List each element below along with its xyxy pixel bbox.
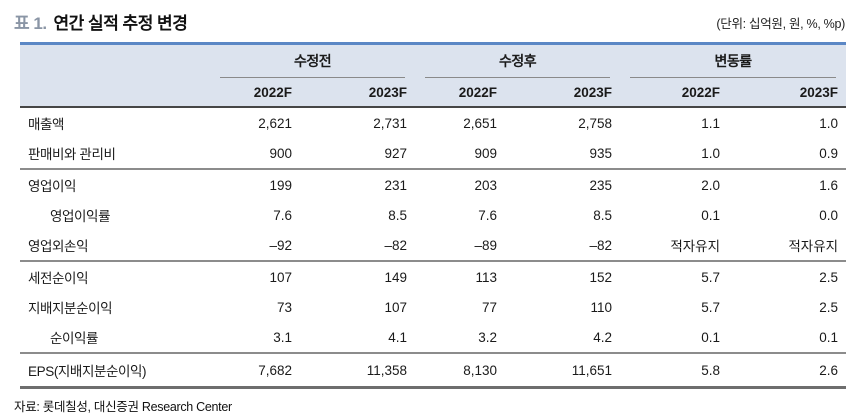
cell-value: 77 bbox=[481, 299, 498, 315]
cell-value: 0.1 bbox=[701, 207, 721, 223]
cell-value: –89 bbox=[474, 237, 498, 253]
empty-corner-cell bbox=[20, 43, 210, 78]
group-header-after-revision: 수정후 bbox=[415, 43, 621, 78]
table-row: EPS(지배지분순이익) 7,682 11,358 8,130 11,651 5.8 2.6 bbox=[20, 352, 847, 388]
cell-value: 2.5 bbox=[728, 260, 847, 292]
cell-value: 3.2 bbox=[478, 329, 498, 345]
cell-value: 152 bbox=[505, 260, 621, 292]
cell-value: –92 bbox=[269, 237, 292, 253]
group-header-change-rate: 변동률 bbox=[620, 43, 847, 78]
table-row: 영업이익률 7.6 8.5 7.6 8.5 0.1 0.0 bbox=[20, 200, 846, 230]
cell-value: 4.1 bbox=[388, 329, 408, 345]
cell-value: 909 bbox=[474, 145, 498, 161]
cell-value: 107 bbox=[210, 260, 300, 292]
source-note: 자료: 롯데칠성, 대신증권 Research Center bbox=[14, 400, 232, 414]
group-header-row: 수정전 수정후 변동률 bbox=[20, 43, 847, 78]
row-label: 영업외손익 bbox=[28, 239, 89, 254]
cell-value: 2,651 bbox=[463, 115, 498, 131]
table-row: 영업이익 199 231 203 235 2.0 1.6 bbox=[20, 168, 847, 200]
cell-value: 1.0 bbox=[819, 115, 839, 131]
table-row: 판매비와 관리비 900 927 909 935 1.0 0.9 bbox=[20, 138, 846, 169]
cell-value: 927 bbox=[384, 145, 408, 161]
year-header: 2022F bbox=[620, 78, 729, 108]
table-title: 표 1. 연간 실적 추정 변경 bbox=[14, 9, 188, 34]
cell-value: 8.5 bbox=[593, 207, 613, 223]
unit-note: (단위: 십억원, 원, %, %p) bbox=[716, 17, 845, 31]
year-header: 2023F bbox=[505, 78, 621, 108]
cell-value: 11,651 bbox=[505, 352, 621, 388]
cell-value: 107 bbox=[384, 299, 408, 315]
cell-value: 199 bbox=[210, 168, 300, 200]
cell-value: 203 bbox=[415, 168, 506, 200]
cell-value: –82 bbox=[384, 237, 408, 253]
table-row: 지배지분순이익 73 107 77 110 5.7 2.5 bbox=[20, 292, 846, 322]
cell-value: 2,758 bbox=[578, 115, 613, 131]
table-number: 표 1. bbox=[14, 14, 47, 33]
group-label: 변동률 bbox=[630, 45, 837, 78]
cell-value: 0.9 bbox=[819, 145, 839, 161]
cell-value: 5.7 bbox=[620, 260, 729, 292]
table-row: 영업외손익 –92 –82 –89 –82 적자유지 적자유지 bbox=[20, 230, 846, 261]
table-row: 순이익률 3.1 4.1 3.2 4.2 0.1 0.1 bbox=[20, 322, 846, 353]
cell-value: 935 bbox=[589, 145, 613, 161]
cell-value: 149 bbox=[300, 260, 416, 292]
table-row: 매출액 2,621 2,731 2,651 2,758 1.1 1.0 bbox=[20, 107, 846, 138]
table-row: 세전순이익 107 149 113 152 5.7 2.5 bbox=[20, 260, 847, 292]
cell-value: 적자유지 bbox=[670, 239, 721, 254]
cell-value: 113 bbox=[415, 260, 506, 292]
row-label: 영업이익 bbox=[20, 168, 210, 200]
group-label: 수정전 bbox=[220, 45, 406, 78]
cell-value: 1.0 bbox=[701, 145, 721, 161]
cell-value: 4.2 bbox=[593, 329, 613, 345]
cell-value: 1.6 bbox=[728, 168, 847, 200]
cell-value: 2.6 bbox=[728, 352, 847, 388]
group-header-before-revision: 수정전 bbox=[210, 43, 416, 78]
cell-value: 적자유지 bbox=[788, 239, 839, 254]
cell-value: 231 bbox=[300, 168, 416, 200]
cell-value: 3.1 bbox=[273, 329, 292, 345]
group-label: 수정후 bbox=[425, 45, 611, 78]
cell-value: 0.1 bbox=[819, 329, 839, 345]
row-label: 매출액 bbox=[28, 117, 65, 132]
cell-value: 5.8 bbox=[620, 352, 729, 388]
year-header: 2023F bbox=[728, 78, 847, 108]
year-header: 2022F bbox=[415, 78, 506, 108]
cell-value: 110 bbox=[590, 299, 613, 315]
cell-value: 0.1 bbox=[701, 329, 721, 345]
cell-value: 7.6 bbox=[273, 207, 292, 223]
cell-value: 2,621 bbox=[258, 115, 292, 131]
row-label: 지배지분순이익 bbox=[28, 301, 113, 316]
cell-value: 11,358 bbox=[300, 352, 416, 388]
cell-value: 1.1 bbox=[701, 115, 721, 131]
table-header: 수정전 수정후 변동률 2022F 2023F 2022F 2023F 2022… bbox=[20, 43, 847, 108]
year-header: 2023F bbox=[300, 78, 416, 108]
row-label: 순이익률 bbox=[50, 331, 99, 346]
cell-value: 8,130 bbox=[415, 352, 506, 388]
row-label: 세전순이익 bbox=[20, 260, 210, 292]
row-label: EPS(지배지분순이익) bbox=[20, 352, 210, 388]
cell-value: 73 bbox=[276, 299, 292, 315]
cell-value: 2,731 bbox=[373, 115, 408, 131]
empty-corner-cell bbox=[20, 78, 210, 108]
table-title-row: 표 1. 연간 실적 추정 변경 (단위: 십억원, 원, %, %p) bbox=[14, 9, 845, 42]
estimate-revision-table: 수정전 수정후 변동률 2022F 2023F 2022F 2023F 2022… bbox=[20, 42, 847, 389]
cell-value: 5.7 bbox=[701, 299, 721, 315]
table-title-text: 연간 실적 추정 변경 bbox=[53, 14, 188, 33]
year-header: 2022F bbox=[210, 78, 300, 108]
cell-value: 8.5 bbox=[388, 207, 408, 223]
cell-value: 2.5 bbox=[819, 299, 839, 315]
cell-value: 2.0 bbox=[620, 168, 729, 200]
cell-value: 900 bbox=[269, 145, 292, 161]
cell-value: 7,682 bbox=[210, 352, 300, 388]
cell-value: 0.0 bbox=[819, 207, 839, 223]
table-body: 매출액 2,621 2,731 2,651 2,758 1.1 1.0 판매비와 관리비 900… bbox=[20, 107, 847, 388]
cell-value: 7.6 bbox=[478, 207, 498, 223]
cell-value: 235 bbox=[505, 168, 621, 200]
year-header-row: 2022F 2023F 2022F 2023F 2022F 2023F bbox=[20, 78, 847, 108]
cell-value: –82 bbox=[589, 237, 613, 253]
row-label: 영업이익률 bbox=[50, 209, 111, 224]
row-label: 판매비와 관리비 bbox=[28, 147, 116, 162]
